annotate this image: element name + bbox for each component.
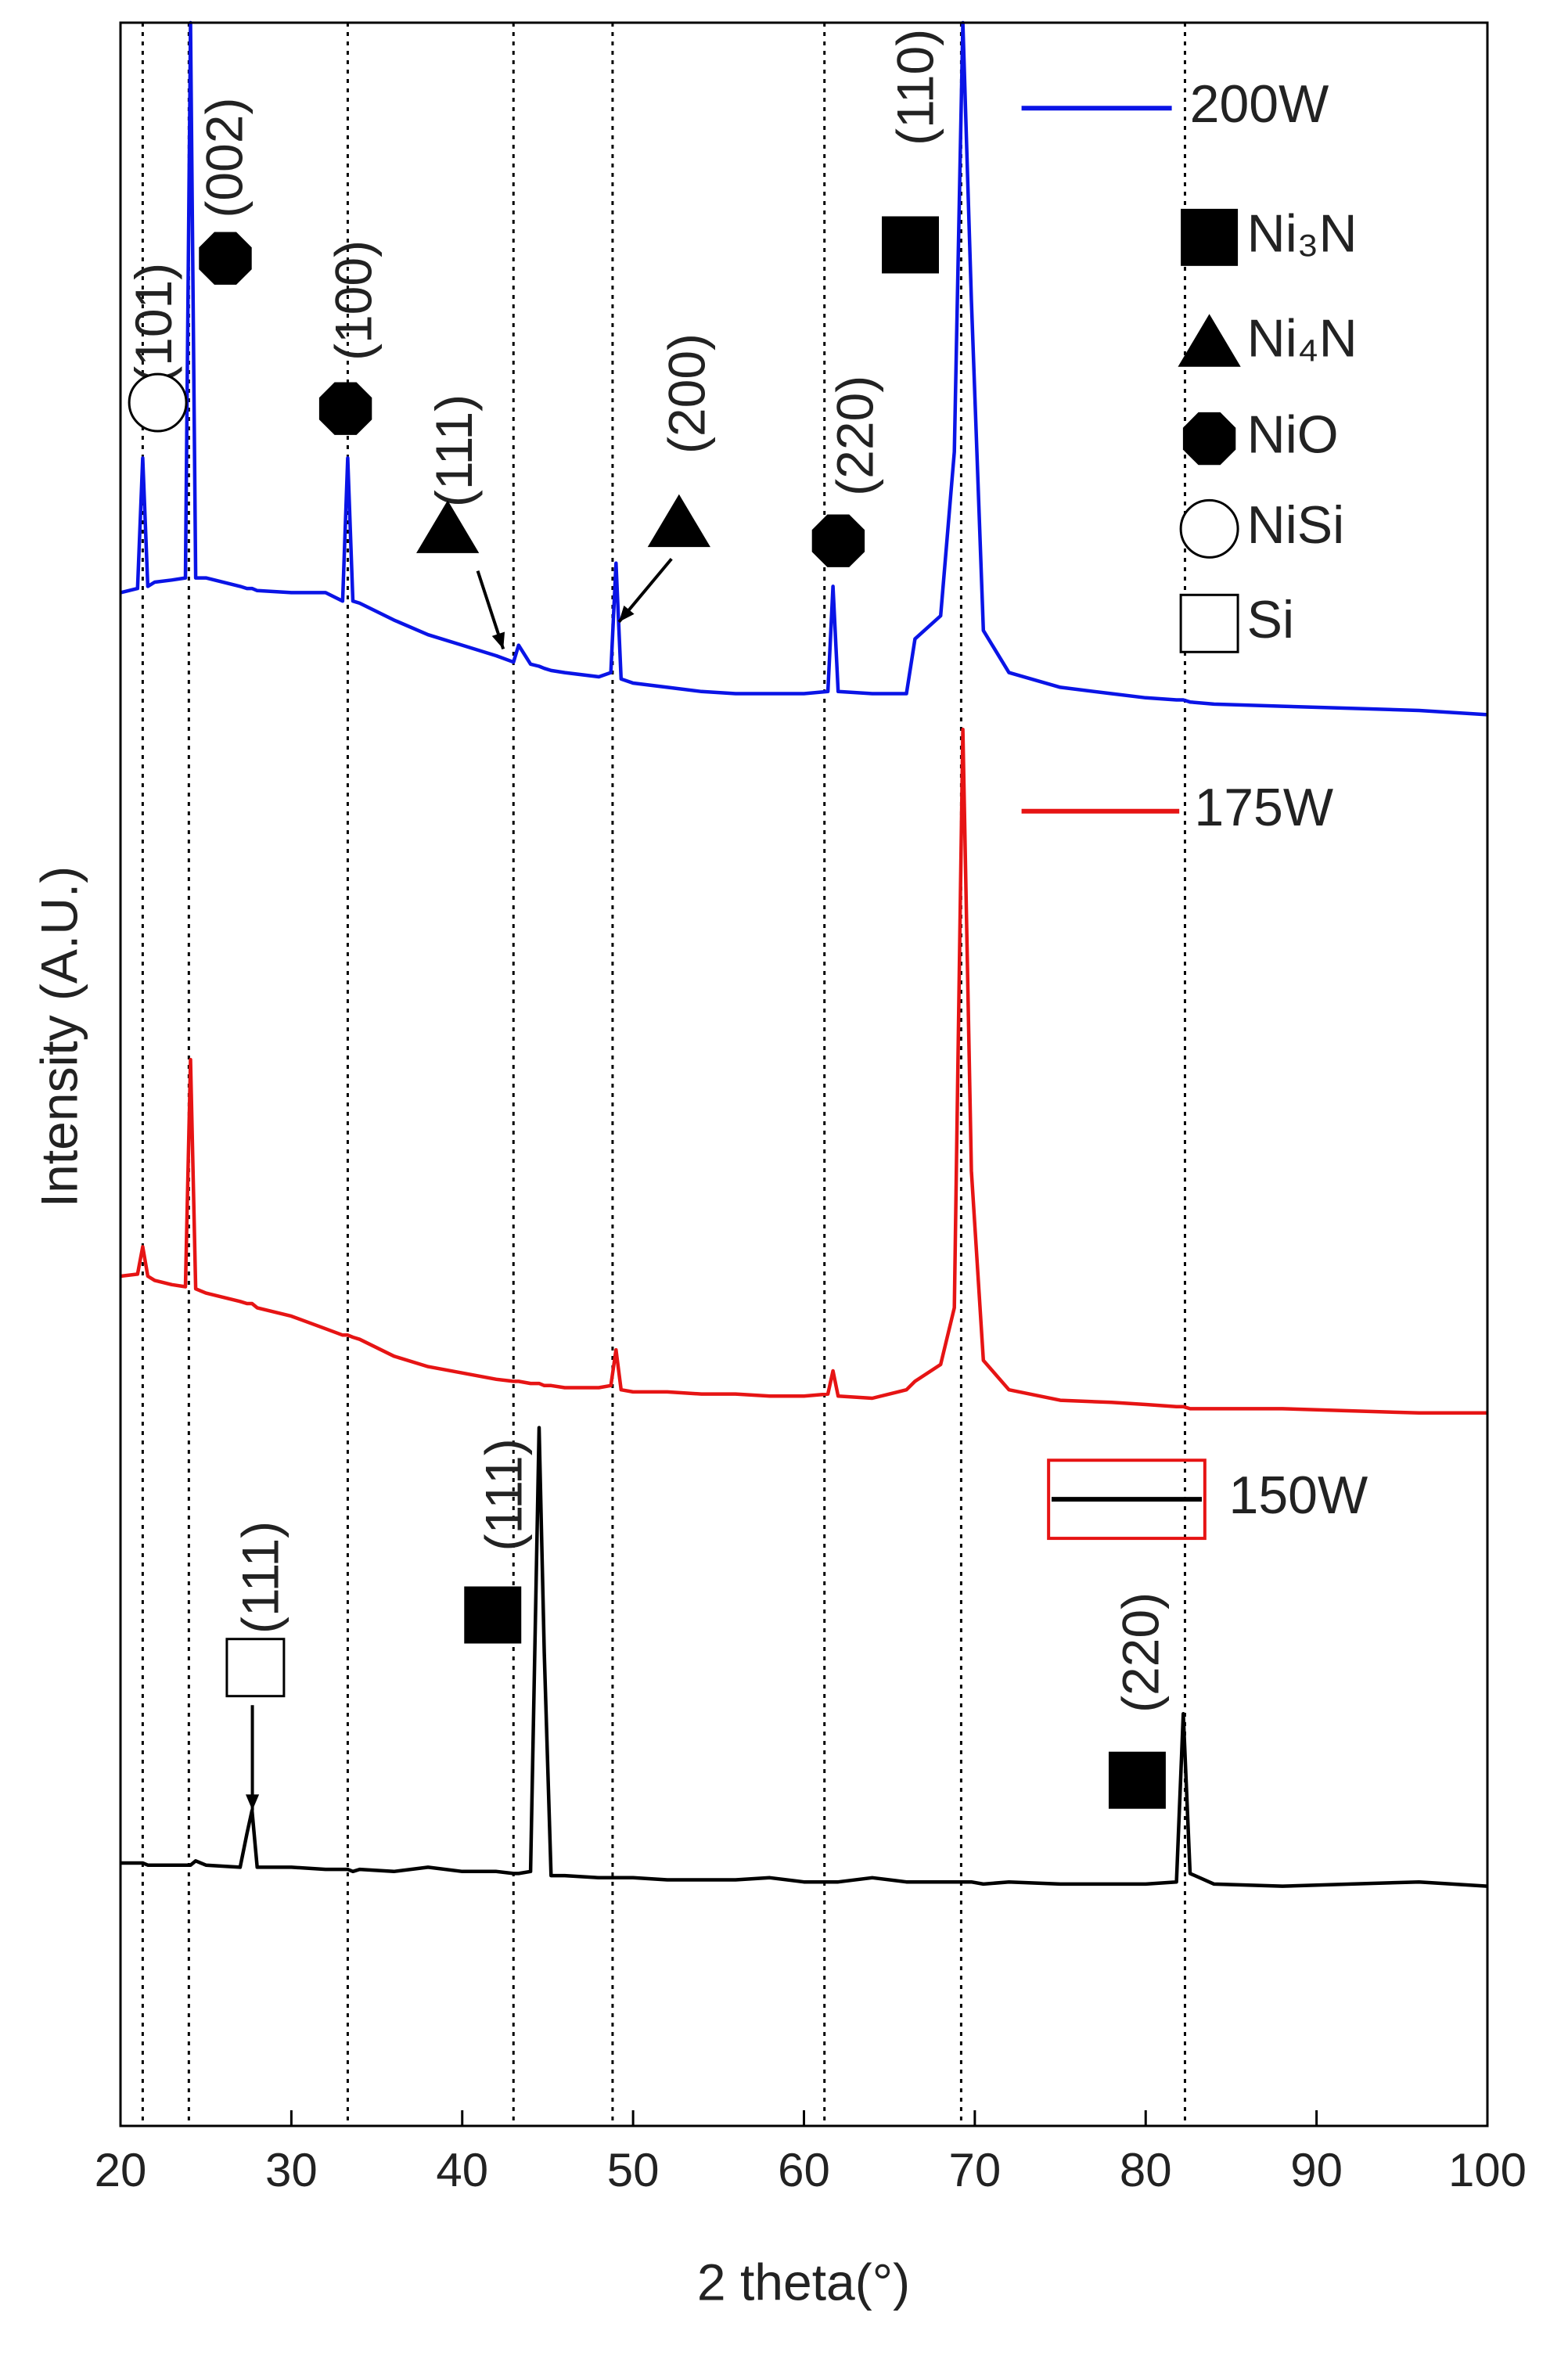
marker bbox=[128, 372, 188, 433]
x-tick-label: 80 bbox=[1120, 2144, 1172, 2196]
marker bbox=[882, 216, 939, 274]
marker bbox=[811, 514, 865, 567]
x-tick-label: 60 bbox=[778, 2144, 830, 2196]
phase-legend-label: Ni₃N bbox=[1247, 203, 1358, 263]
x-tick-label: 50 bbox=[607, 2144, 660, 2196]
y-axis-label: Intensity (A.U.) bbox=[30, 866, 88, 1207]
x-tick-label: 30 bbox=[265, 2144, 318, 2196]
marker bbox=[199, 232, 252, 285]
annotation: (100) bbox=[324, 240, 382, 361]
arrow-head bbox=[619, 605, 635, 622]
marker bbox=[225, 1638, 286, 1698]
marker bbox=[1179, 593, 1239, 653]
annotation: (200) bbox=[658, 333, 716, 454]
arrow-head bbox=[491, 631, 505, 649]
annotation: (101) bbox=[124, 263, 182, 383]
marker bbox=[647, 494, 710, 548]
marker bbox=[1182, 412, 1236, 466]
phase-legend-label: Si bbox=[1247, 590, 1294, 649]
annotation: (220) bbox=[1111, 1592, 1169, 1713]
annotation: (111) bbox=[231, 1521, 289, 1634]
annotation: (111) bbox=[474, 1438, 532, 1551]
annotation: (220) bbox=[826, 376, 884, 496]
legend-label: 175W bbox=[1194, 778, 1333, 837]
x-tick-label: 90 bbox=[1290, 2144, 1343, 2196]
x-tick-label: 100 bbox=[1448, 2144, 1527, 2196]
x-tick-label: 40 bbox=[436, 2144, 488, 2196]
marker bbox=[1181, 208, 1239, 266]
marker bbox=[318, 382, 372, 435]
phase-legend-label: NiSi bbox=[1247, 495, 1345, 555]
phase-legend-label: NiO bbox=[1247, 405, 1339, 465]
annotation: (110) bbox=[886, 29, 944, 146]
annotation: (002) bbox=[195, 98, 253, 218]
legend-box bbox=[1047, 1458, 1207, 1541]
x-tick-label: 20 bbox=[95, 2144, 147, 2196]
arrow-head bbox=[245, 1794, 260, 1811]
x-axis-label: 2 theta(°) bbox=[697, 2253, 910, 2311]
x-tick-label: 70 bbox=[949, 2144, 1002, 2196]
marker bbox=[1178, 314, 1241, 367]
series-line bbox=[120, 20, 1487, 717]
legend-label: 150W bbox=[1229, 1466, 1368, 1525]
marker bbox=[464, 1586, 522, 1644]
marker bbox=[416, 500, 480, 553]
series-line bbox=[120, 727, 1487, 1415]
marker bbox=[1108, 1751, 1166, 1809]
legend-label: 200W bbox=[1190, 74, 1329, 134]
marker bbox=[1179, 498, 1239, 559]
phase-legend-label: Ni₄N bbox=[1247, 309, 1358, 369]
series-line bbox=[120, 1426, 1487, 1888]
annotation: (111) bbox=[425, 394, 483, 507]
